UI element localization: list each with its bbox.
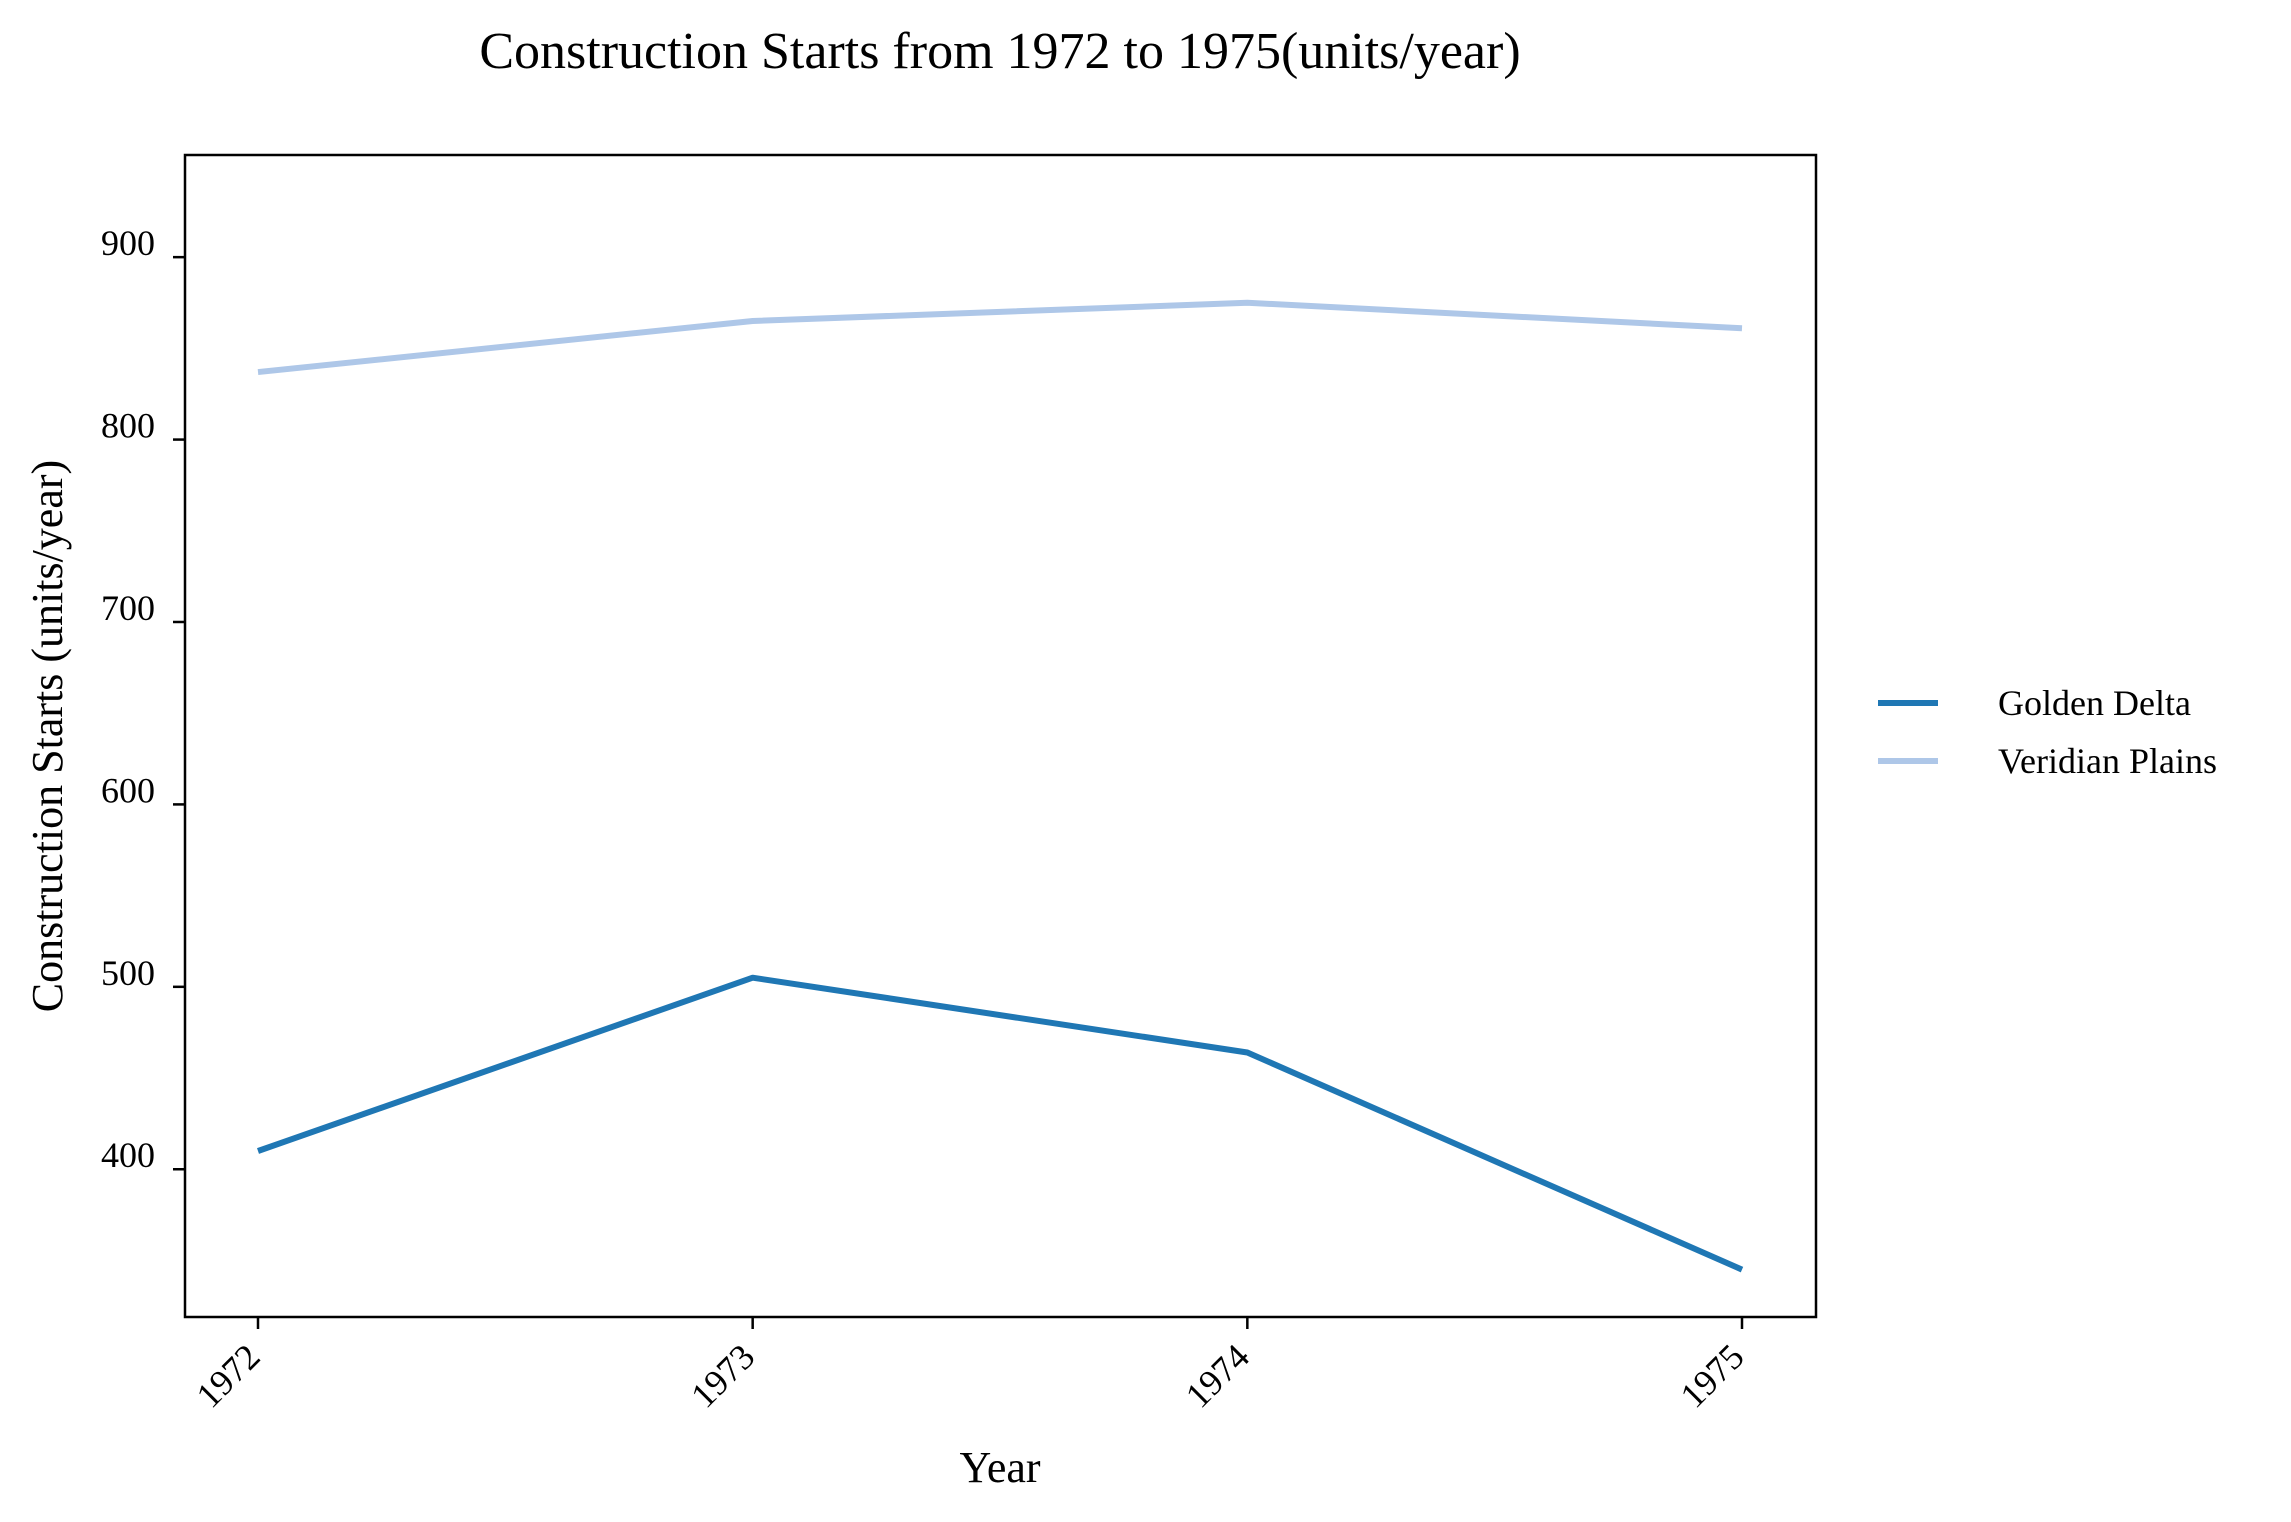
plot-area-frame [183, 153, 1818, 1319]
x-tick-label: 1972 [188, 1336, 267, 1415]
series-line-golden-delta [257, 974, 1744, 1273]
series-layer [257, 299, 1744, 1273]
chart-title: Construction Starts from 1972 to 1975(un… [479, 23, 1520, 80]
y-axis-label: Construction Starts (units/year) [23, 460, 72, 1012]
legend-label: Veridian Plains [1998, 741, 2217, 781]
x-axis-label: Year [959, 1443, 1040, 1492]
x-tick-label: 1975 [1672, 1336, 1751, 1415]
x-tick-label: 1974 [1178, 1336, 1257, 1415]
x-axis: 1972 1973 1974 1975 [188, 1317, 1752, 1416]
legend: Golden Delta Veridian Plains [1878, 683, 2217, 781]
x-tick-label: 1973 [683, 1336, 762, 1415]
y-tick-label: 700 [101, 588, 155, 628]
y-tick-label: 800 [101, 406, 155, 446]
y-tick-label: 900 [101, 223, 155, 263]
y-tick-label: 500 [101, 953, 155, 993]
y-tick-label: 600 [101, 770, 155, 810]
y-tick-label: 400 [101, 1135, 155, 1175]
series-line-veridian-plains [257, 299, 1743, 376]
legend-label: Golden Delta [1998, 683, 2191, 723]
y-axis: 400 500 600 700 800 900 [101, 223, 185, 1175]
